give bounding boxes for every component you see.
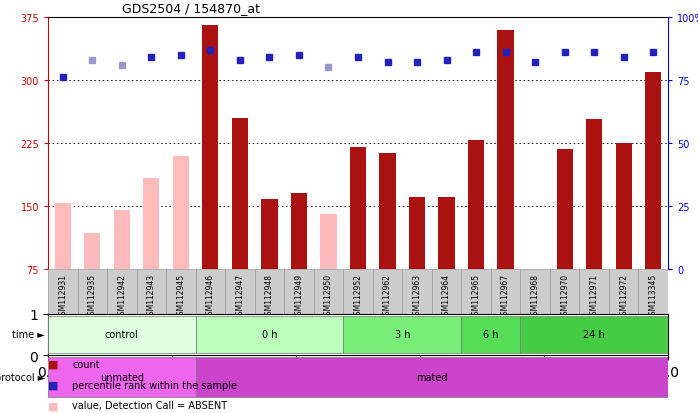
Text: GSM112965: GSM112965	[472, 273, 481, 319]
FancyBboxPatch shape	[343, 269, 373, 314]
Text: GSM112970: GSM112970	[560, 273, 569, 319]
Text: protocol ►: protocol ►	[0, 372, 45, 382]
Text: GSM112967: GSM112967	[501, 273, 510, 319]
FancyBboxPatch shape	[137, 269, 166, 314]
FancyBboxPatch shape	[255, 269, 284, 314]
FancyBboxPatch shape	[579, 269, 609, 314]
FancyBboxPatch shape	[402, 269, 432, 314]
FancyBboxPatch shape	[77, 269, 107, 314]
Bar	[468, 141, 484, 269]
Bar	[84, 233, 101, 269]
Text: ■: ■	[48, 359, 59, 369]
FancyBboxPatch shape	[284, 269, 313, 314]
Text: GSM112947: GSM112947	[235, 273, 244, 319]
Text: GSM112968: GSM112968	[530, 273, 540, 319]
Bar	[380, 154, 396, 269]
Bar	[114, 211, 130, 269]
Bar	[645, 72, 662, 269]
Text: GSM112964: GSM112964	[442, 273, 451, 319]
FancyBboxPatch shape	[461, 316, 521, 353]
FancyBboxPatch shape	[107, 269, 137, 314]
Text: control: control	[105, 330, 139, 339]
Text: GSM112962: GSM112962	[383, 273, 392, 319]
Text: ■: ■	[48, 380, 59, 390]
Bar	[261, 200, 278, 269]
Text: GSM112942: GSM112942	[117, 273, 126, 319]
Text: mated: mated	[416, 372, 447, 382]
Text: percentile rank within the sample: percentile rank within the sample	[73, 380, 237, 390]
FancyBboxPatch shape	[461, 269, 491, 314]
Text: GSM112972: GSM112972	[619, 273, 628, 319]
Bar	[498, 31, 514, 269]
Text: GSM112931: GSM112931	[58, 273, 67, 319]
Text: GSM112943: GSM112943	[147, 273, 156, 319]
Bar	[291, 194, 307, 269]
FancyBboxPatch shape	[609, 269, 639, 314]
Bar	[409, 197, 425, 269]
Text: unmated: unmated	[100, 372, 144, 382]
Text: time ►: time ►	[13, 330, 45, 339]
FancyBboxPatch shape	[550, 269, 579, 314]
Text: GSM112935: GSM112935	[88, 273, 97, 319]
FancyBboxPatch shape	[491, 269, 521, 314]
FancyBboxPatch shape	[373, 269, 402, 314]
Text: 0 h: 0 h	[262, 330, 277, 339]
Text: GSM112945: GSM112945	[177, 273, 186, 319]
FancyBboxPatch shape	[48, 269, 77, 314]
Bar	[143, 179, 159, 269]
Text: ■: ■	[48, 401, 59, 411]
FancyBboxPatch shape	[195, 269, 225, 314]
Text: 6 h: 6 h	[483, 330, 498, 339]
FancyBboxPatch shape	[195, 316, 343, 353]
FancyBboxPatch shape	[166, 269, 195, 314]
Text: value, Detection Call = ABSENT: value, Detection Call = ABSENT	[73, 401, 228, 411]
Text: GSM112948: GSM112948	[265, 273, 274, 319]
Bar	[232, 119, 248, 269]
FancyBboxPatch shape	[48, 357, 195, 397]
Text: 3 h: 3 h	[394, 330, 410, 339]
Text: GSM113345: GSM113345	[648, 273, 658, 319]
Text: GSM112949: GSM112949	[295, 273, 304, 319]
Text: GSM112950: GSM112950	[324, 273, 333, 319]
FancyBboxPatch shape	[521, 269, 550, 314]
FancyBboxPatch shape	[195, 357, 668, 397]
Bar	[350, 148, 366, 269]
FancyBboxPatch shape	[225, 269, 255, 314]
Text: 24 h: 24 h	[584, 330, 605, 339]
FancyBboxPatch shape	[432, 269, 461, 314]
Bar	[54, 204, 71, 269]
FancyBboxPatch shape	[639, 269, 668, 314]
Bar	[202, 26, 218, 269]
FancyBboxPatch shape	[343, 316, 461, 353]
Bar	[172, 156, 189, 269]
Bar	[616, 144, 632, 269]
Text: GSM112952: GSM112952	[353, 273, 362, 319]
Text: GDS2504 / 154870_at: GDS2504 / 154870_at	[122, 2, 260, 15]
Bar	[556, 150, 573, 269]
Text: GSM112971: GSM112971	[590, 273, 599, 319]
Bar	[586, 120, 602, 269]
Text: count: count	[73, 359, 100, 369]
FancyBboxPatch shape	[313, 269, 343, 314]
FancyBboxPatch shape	[521, 316, 668, 353]
Bar	[438, 197, 454, 269]
Text: GSM112946: GSM112946	[206, 273, 215, 319]
Text: GSM112963: GSM112963	[413, 273, 422, 319]
FancyBboxPatch shape	[48, 316, 195, 353]
Bar	[320, 215, 336, 269]
